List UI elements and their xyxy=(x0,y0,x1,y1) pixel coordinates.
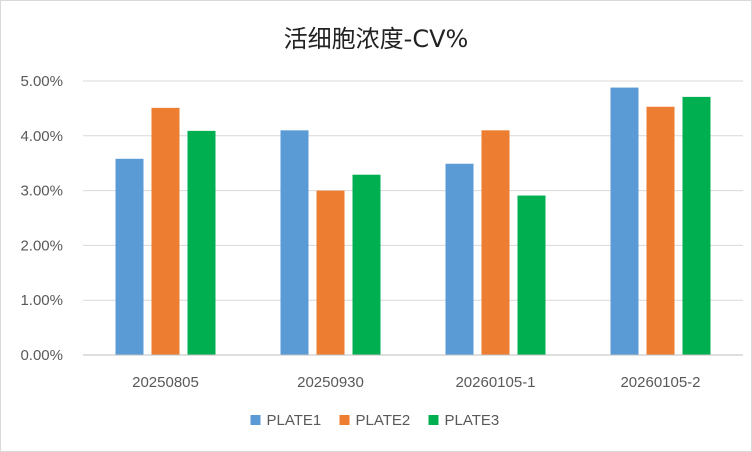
legend-swatch-plate3 xyxy=(428,415,439,425)
bar-plate2-20260105-1 xyxy=(481,130,510,355)
x-tick-label: 20250805 xyxy=(132,374,199,391)
x-tick-label: 20250930 xyxy=(297,374,364,391)
bar-plate1-20250930 xyxy=(280,130,309,355)
legend-label-plate1: PLATE1 xyxy=(267,412,322,429)
bar-plate2-20250930 xyxy=(316,190,345,355)
bar-plate2-20250805 xyxy=(151,107,180,356)
bar-plate3-20250930 xyxy=(352,174,381,355)
y-tick-label: 1.00% xyxy=(20,292,63,309)
y-tick-label: 4.00% xyxy=(20,128,63,145)
legend-swatch-plate2 xyxy=(339,415,350,425)
legend-label-plate3: PLATE3 xyxy=(445,412,500,429)
chart-title: 活细胞浓度-CV% xyxy=(284,25,469,53)
y-tick-label: 0.00% xyxy=(20,347,63,364)
bar-plate3-20250805 xyxy=(187,130,216,355)
x-tick-label: 20260105-1 xyxy=(455,374,535,391)
legend: PLATE1 PLATE2 PLATE3 xyxy=(250,412,500,429)
y-tick-label: 5.00% xyxy=(20,73,63,90)
y-tick-label: 3.00% xyxy=(20,183,63,200)
gridlines xyxy=(83,80,743,301)
bar-plate3-20260105-2 xyxy=(682,96,711,355)
bar-plate2-20260105-2 xyxy=(646,106,675,355)
axes: 0.00% 1.00% 2.00% 3.00% 4.00% 5.00% 20250805 20… xyxy=(20,73,743,391)
bar-plate1-20260105-2 xyxy=(610,87,639,356)
bar-plate1-20250805 xyxy=(115,158,144,355)
bar-plate1-20260105-1 xyxy=(445,163,474,355)
legend-swatch-plate1 xyxy=(250,415,261,425)
legend-label-plate2: PLATE2 xyxy=(356,412,411,429)
y-tick-label: 2.00% xyxy=(20,237,63,254)
bars xyxy=(115,87,711,356)
bar-plate3-20260105-1 xyxy=(517,195,546,355)
x-tick-label: 20260105-2 xyxy=(620,374,700,391)
